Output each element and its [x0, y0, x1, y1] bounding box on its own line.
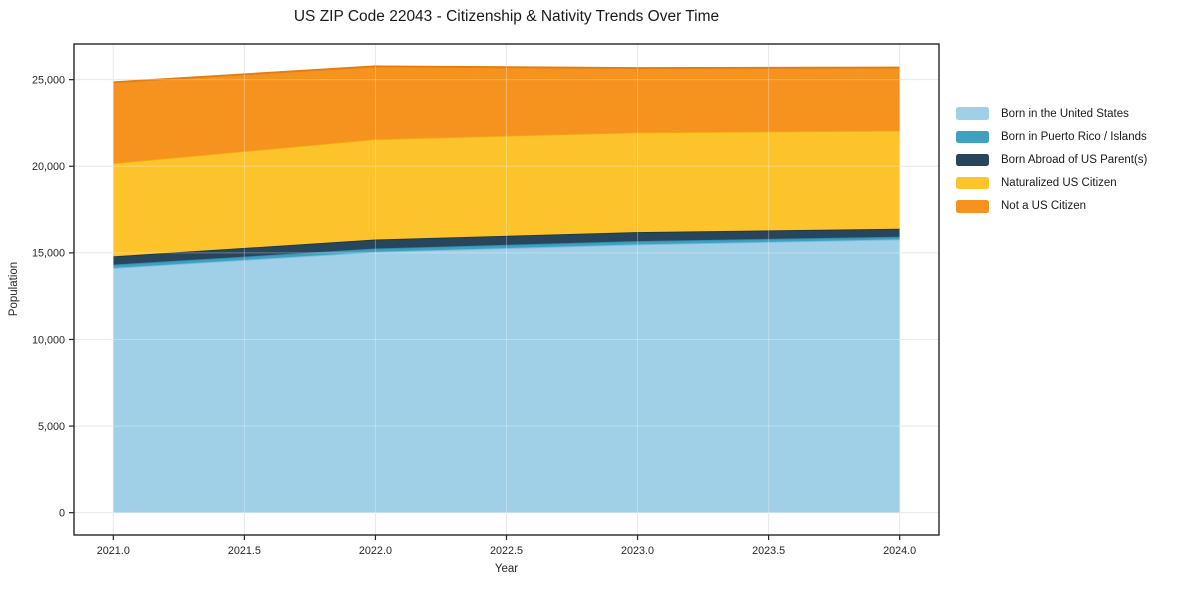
legend-label: Not a US Citizen [1001, 200, 1087, 213]
y-tick-label: 20,000 [32, 161, 65, 173]
x-tick-label: 2024.0 [883, 545, 916, 557]
y-tick-label: 15,000 [32, 248, 65, 260]
area-edge-not-a-us-citizen [113, 65, 900, 84]
legend-item-born-in-puerto-rico-islands: Born in Puerto Rico / Islands [956, 125, 1147, 148]
area-naturalized-us-citizen [113, 130, 900, 257]
legend-label: Naturalized US Citizen [1001, 177, 1117, 190]
area-born-in-the-united-states [113, 239, 900, 513]
x-tick-label: 2021.5 [228, 545, 261, 557]
y-tick-label: 0 [59, 507, 65, 519]
y-tick-label: 10,000 [32, 334, 65, 346]
x-axis-title: Year [494, 563, 519, 575]
x-tick-label: 2021.0 [97, 545, 130, 557]
x-tick-label: 2023.0 [621, 545, 654, 557]
legend-swatch-naturalized-us-citizen [956, 176, 989, 190]
legend-swatch-born-in-the-united-states [956, 107, 989, 120]
gridlines-over [74, 44, 939, 535]
legend-swatch-not-a-us-citizen [956, 200, 989, 213]
legend: Born in the United States Born in Puerto … [956, 102, 1147, 218]
legend-swatch-born-abroad-of-us-parent-s [956, 153, 989, 167]
area-born-in-puerto-rico-islands [113, 236, 900, 268]
legend-item-born-in-the-united-states: Born in the United States [956, 102, 1147, 125]
stacked-areas [113, 65, 900, 513]
legend-item-naturalized-us-citizen: Naturalized US Citizen [956, 172, 1147, 195]
legend-label: Born Abroad of US Parent(s) [1001, 153, 1148, 166]
legend-item-born-abroad-of-us-parent-s: Born Abroad of US Parent(s) [956, 148, 1147, 171]
axis-ticks: 2021.0 2021.5 2022.0 2022.5 2023.0 2023.5 2024… [32, 74, 916, 557]
legend-label: Born in the United States [1001, 107, 1129, 120]
y-axis-title: Population [8, 261, 20, 317]
y-tick-label: 25,000 [32, 74, 65, 86]
legend-item-not-a-us-citizen: Not a US Citizen [956, 195, 1147, 218]
chart-title: US ZIP Code 22043 - Citizenship & Nativi… [293, 8, 720, 25]
legend-swatch-born-in-puerto-rico-islands [956, 130, 989, 144]
area-born-abroad-of-us-parent-s [113, 228, 900, 265]
x-tick-label: 2023.5 [752, 545, 785, 557]
legend-label: Born in Puerto Rico / Islands [1001, 130, 1147, 143]
y-tick-label: 5,000 [38, 421, 65, 433]
area-not-a-us-citizen [113, 66, 900, 164]
x-tick-label: 2022.0 [359, 545, 392, 557]
x-tick-label: 2022.5 [490, 545, 523, 557]
